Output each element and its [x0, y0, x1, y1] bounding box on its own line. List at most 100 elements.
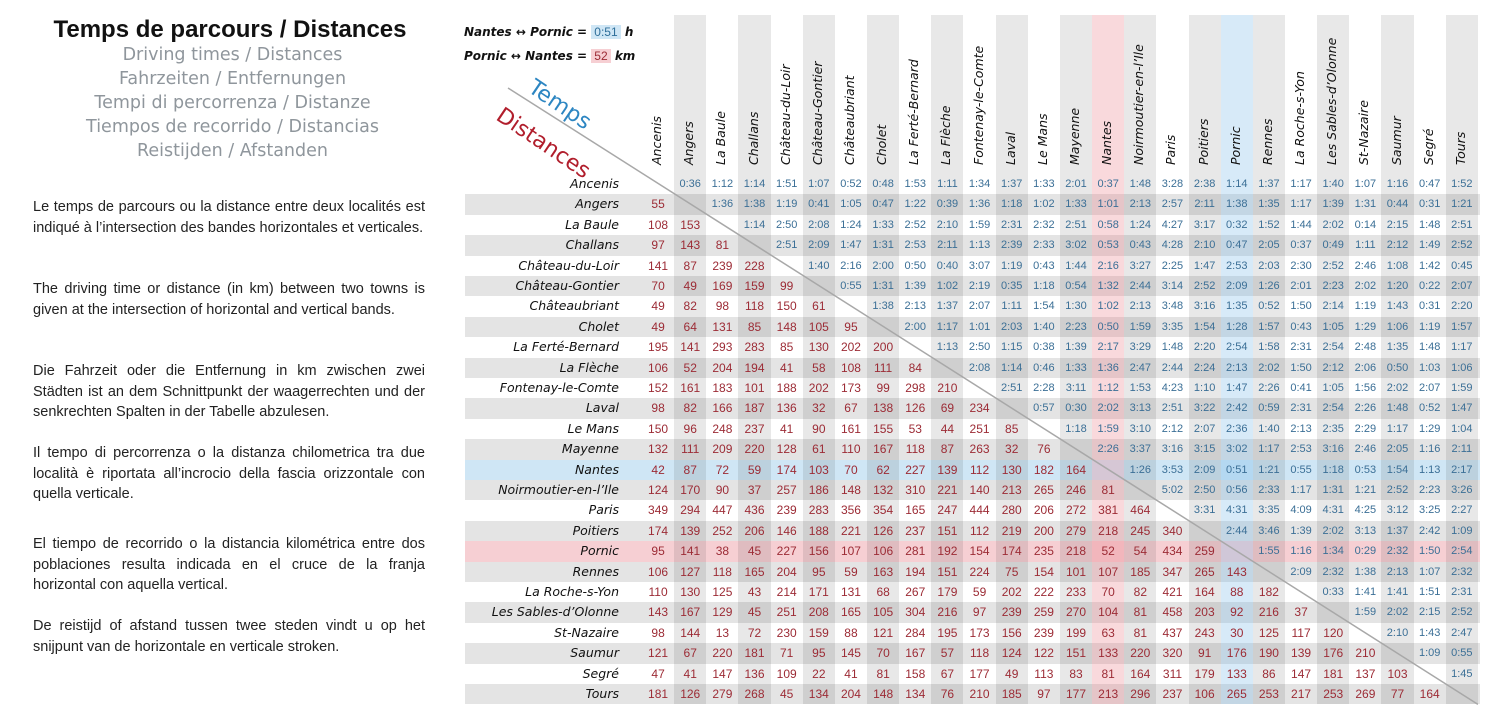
time-cell: 0:55: [840, 280, 862, 292]
distance-cell: 310: [905, 483, 926, 497]
time-cell: 1:17: [1290, 484, 1312, 496]
time-cell: 1:16: [1386, 178, 1409, 190]
column-band: [1059, 15, 1093, 705]
time-cell: 1:34: [1322, 545, 1344, 558]
distance-cell: 106: [1194, 687, 1215, 701]
distance-cell: 218: [1098, 523, 1119, 538]
time-cell: 2:31: [1290, 341, 1312, 354]
distance-cell: 283: [744, 340, 765, 355]
distance-cell: 179: [1194, 666, 1215, 681]
time-cell: 1:02: [1033, 198, 1055, 211]
time-cell: 2:06: [1354, 361, 1377, 374]
distance-cell: 204: [840, 687, 861, 701]
time-cell: 0:38: [1033, 341, 1055, 354]
distance-cell: 118: [905, 442, 925, 457]
time-cell: 3:35: [1258, 504, 1280, 517]
time-cell: 2:52: [1451, 606, 1473, 619]
distance-cell: 246: [1065, 483, 1087, 497]
row-header: Pornic: [580, 543, 619, 559]
time-cell: 1:26: [1258, 280, 1280, 292]
distance-cell: 194: [744, 360, 765, 375]
row-header: La Baule: [565, 216, 619, 232]
distance-cell: 41: [683, 666, 697, 681]
distance-cell: 181: [648, 687, 669, 701]
time-cell: 1:59: [1097, 422, 1119, 435]
distance-cell: 148: [776, 319, 797, 334]
time-cell: 2:17: [1097, 341, 1119, 354]
time-cell: 1:39: [1322, 198, 1344, 211]
distance-cell: 41: [844, 666, 858, 681]
time-cell: 1:19: [1354, 300, 1377, 313]
time-cell: 2:54: [1322, 341, 1344, 354]
distance-cell: 210: [1355, 646, 1376, 661]
distance-cell: 85: [779, 340, 794, 355]
time-cell: 0:57: [1033, 402, 1055, 415]
time-cell: 2:23: [1418, 484, 1441, 496]
distance-cell: 49: [651, 319, 665, 334]
distance-cell: 147: [1291, 666, 1312, 681]
time-cell: 1:02: [936, 280, 959, 292]
row-band: [465, 276, 1480, 297]
time-cell: 2:54: [1226, 341, 1248, 354]
time-cell: 2:50: [775, 218, 798, 231]
time-cell: 0:43: [1290, 320, 1312, 333]
distance-cell: 192: [937, 544, 958, 559]
distance-cell: 118: [744, 299, 765, 314]
time-cell: 2:13: [1226, 361, 1248, 374]
time-cell: 1:59: [1451, 382, 1473, 394]
distance-cell: 170: [680, 483, 701, 497]
distance-cell: 158: [905, 666, 926, 681]
time-cell: 2:15: [1418, 606, 1441, 619]
time-cell: 1:24: [840, 218, 862, 231]
paragraph-nl: De reistijd of afstand tussen twee stede…: [33, 618, 425, 655]
column-band: [995, 15, 1028, 705]
distance-cell: 124: [1001, 646, 1022, 661]
time-cell: 2:12: [1386, 239, 1409, 252]
row-header: Fontenay-le-Comte: [499, 380, 619, 395]
distance-cell: 70: [1101, 585, 1115, 599]
time-cell: 1:09: [1418, 647, 1441, 660]
time-cell: 1:48: [1129, 178, 1152, 190]
distance-cell: 183: [712, 381, 733, 395]
distance-cell: 139: [937, 462, 958, 477]
time-cell: 1:33: [1033, 178, 1055, 190]
time-cell: 3:27: [1129, 259, 1152, 272]
distance-cell: 188: [808, 523, 829, 538]
distance-cell: 222: [1033, 585, 1054, 599]
time-cell: 1:05: [840, 198, 862, 211]
distance-cell: 174: [776, 462, 797, 477]
distance-cell: 304: [905, 605, 926, 620]
time-cell: 2:27: [1451, 504, 1473, 517]
distance-cell: 210: [969, 687, 990, 701]
distance-cell: 279: [1065, 523, 1087, 538]
time-cell: 1:54: [1033, 300, 1055, 313]
time-cell: 1:19: [775, 198, 798, 211]
distance-cell: 127: [680, 564, 701, 579]
time-cell: 1:33: [1065, 198, 1087, 211]
distance-cell: 99: [876, 381, 890, 395]
distance-cell: 224: [969, 564, 990, 579]
legend-time-label: Nantes ↔ Pornic =: [464, 25, 588, 39]
legend-distance-unit: km: [614, 49, 636, 63]
distance-cell: 220: [744, 442, 765, 457]
time-cell: 1:14: [1226, 178, 1248, 190]
time-cell: 2:03: [1258, 259, 1280, 272]
distance-cell: 109: [776, 666, 797, 681]
page-title: Temps de parcours / Distances: [53, 16, 407, 43]
distance-cell: 90: [715, 483, 730, 497]
time-cell: 1:47: [1451, 402, 1473, 415]
distance-cell: 70: [876, 646, 890, 661]
time-cell: 1:29: [1354, 320, 1377, 333]
time-cell: 2:31: [1001, 218, 1023, 231]
column-band: [867, 15, 900, 705]
row-header: Cholet: [578, 318, 619, 334]
distance-cell: 245: [1130, 523, 1151, 538]
time-cell: 2:07: [1193, 422, 1216, 435]
time-cell: 1:07: [1418, 565, 1441, 578]
distance-cell: 76: [940, 687, 955, 701]
time-cell: 2:47: [1129, 361, 1152, 374]
row-band: [465, 439, 1480, 460]
row-band: [465, 541, 1480, 562]
distance-cell: 230: [776, 625, 797, 640]
